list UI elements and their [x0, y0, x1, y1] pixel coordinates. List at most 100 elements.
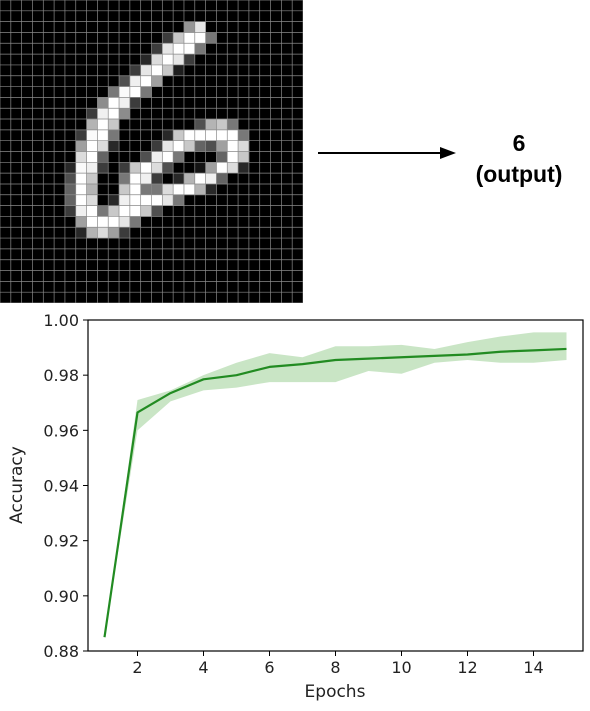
digit-pixel — [151, 162, 163, 174]
digit-pixel — [227, 140, 239, 152]
digit-pixel — [108, 86, 120, 98]
digit-pixel — [162, 162, 174, 174]
digit-pixel — [119, 183, 131, 196]
digit-pixel — [129, 75, 141, 87]
digit-pixel — [119, 173, 131, 185]
digit-pixel — [173, 32, 185, 44]
digit-pixel — [140, 194, 152, 206]
digit-pixel — [86, 129, 98, 141]
digit-pixel — [108, 108, 120, 120]
digit-pixel — [173, 151, 185, 163]
digit-pixel — [140, 151, 152, 163]
digit-pixel — [97, 227, 109, 239]
digit-pixel — [151, 205, 163, 217]
digit-pixel — [183, 173, 196, 185]
digit-pixel — [75, 129, 87, 141]
digit-pixel — [140, 205, 152, 217]
digit-pixel — [151, 151, 163, 163]
digit-pixel — [227, 119, 239, 131]
input-digit-image — [0, 0, 304, 304]
digit-pixel — [97, 119, 109, 131]
digit-pixel — [86, 183, 98, 196]
x-tick-label: 12 — [457, 658, 477, 677]
y-tick-label: 0.92 — [43, 532, 79, 551]
digit-pixel — [108, 97, 120, 109]
arrow-icon — [318, 147, 456, 159]
digit-pixel — [227, 151, 239, 163]
digit-pixel — [119, 194, 131, 206]
digit-pixel — [151, 140, 163, 152]
x-tick-label: 14 — [523, 658, 543, 677]
digit-pixel — [108, 119, 120, 131]
digit-pixel — [183, 140, 196, 152]
digit-pixel — [119, 205, 131, 217]
digit-pixel — [119, 216, 131, 228]
digit-pixel — [173, 64, 185, 77]
digit-pixel — [64, 194, 77, 206]
digit-pixel — [86, 173, 98, 185]
digit-pixel — [183, 129, 196, 141]
output-digit: 6 — [512, 130, 526, 156]
digit-pixel — [162, 140, 174, 152]
x-tick-label: 6 — [264, 658, 274, 677]
digit-pixel — [64, 162, 77, 174]
digit-pixel — [227, 162, 239, 174]
digit-pixel — [75, 194, 87, 206]
digit-pixel — [97, 205, 109, 217]
digit-pixel — [205, 129, 217, 141]
digit-pixel — [162, 129, 174, 141]
digit-pixel — [97, 108, 109, 120]
digit-pixel — [162, 194, 174, 206]
x-axis-label: Epochs — [305, 682, 366, 702]
digit-pixel — [205, 162, 217, 174]
y-tick-label: 0.88 — [43, 642, 79, 661]
digit-pixel — [194, 43, 206, 55]
digit-pixel — [183, 43, 196, 55]
digit-pixel — [119, 75, 131, 87]
digit-pixel — [173, 194, 185, 206]
digit-pixel — [183, 183, 196, 196]
digit-pixel — [97, 162, 109, 174]
digit-pixel — [75, 227, 87, 239]
digit-pixel — [119, 86, 131, 98]
digit-pixel — [108, 227, 120, 239]
digit-pixel — [108, 140, 120, 152]
output-prediction: 6 (output) — [455, 128, 583, 190]
digit-pixel — [64, 205, 77, 217]
digit-pixel — [140, 64, 152, 77]
digit-pixel — [173, 173, 185, 185]
digit-pixel — [86, 205, 98, 217]
digit-pixel — [162, 183, 174, 196]
digit-pixel — [238, 129, 250, 141]
digit-pixel — [205, 173, 217, 185]
digit-pixel — [194, 162, 206, 174]
digit-pixel — [151, 183, 163, 196]
digit-pixel — [216, 140, 228, 152]
digit-pixel — [194, 183, 206, 196]
digit-pixel — [194, 129, 206, 141]
digit-pixel — [97, 97, 109, 109]
confidence-band-layer — [104, 332, 567, 638]
digit-pixel — [119, 97, 131, 109]
digit-pixel — [151, 75, 163, 87]
digit-pixel — [108, 129, 120, 141]
digit-pixel — [227, 129, 239, 141]
digit-pixel — [86, 194, 98, 206]
digit-pixel — [129, 64, 141, 77]
digit-pixel — [108, 194, 120, 206]
digit-pixel — [173, 140, 185, 152]
y-tick-label: 0.90 — [43, 587, 79, 606]
digit-pixel — [194, 173, 206, 185]
digit-pixel — [129, 205, 141, 217]
digit-pixel — [86, 216, 98, 228]
x-tick-label: 8 — [330, 658, 340, 677]
digit-pixel — [173, 129, 185, 141]
digit-pixel — [238, 151, 250, 163]
digit-pixel — [64, 183, 77, 196]
digit-pixel — [75, 173, 87, 185]
digit-pixel — [216, 129, 228, 141]
digit-pixel — [205, 119, 217, 131]
digit-pixel — [64, 173, 77, 185]
digit-pixel — [97, 129, 109, 141]
accuracy-line — [103, 347, 567, 638]
